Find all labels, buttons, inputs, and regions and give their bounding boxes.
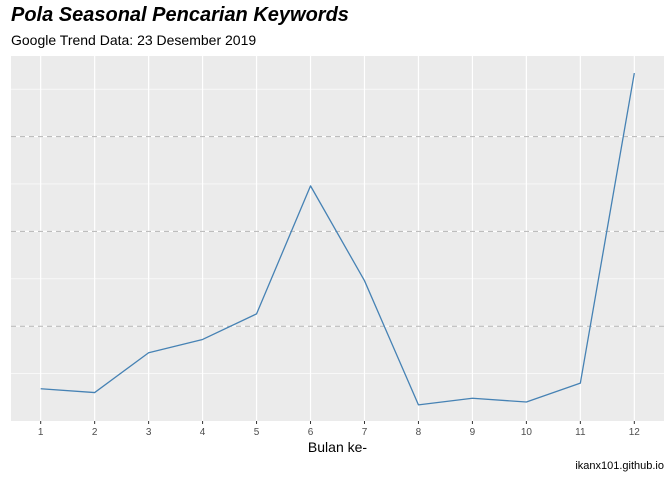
plot-panel bbox=[11, 56, 664, 421]
chart-title: Pola Seasonal Pencarian Keywords bbox=[11, 4, 349, 26]
x-tick-label: 4 bbox=[200, 427, 206, 438]
x-tick-label: 9 bbox=[470, 427, 476, 438]
x-tick-label: 7 bbox=[362, 427, 368, 438]
x-tick-label: 3 bbox=[146, 427, 152, 438]
series-line bbox=[40, 72, 635, 406]
series-layer bbox=[40, 72, 635, 406]
x-tick-label: 11 bbox=[575, 427, 586, 438]
source-caption: ikanx101.github.io bbox=[575, 460, 664, 472]
x-tick-label: 1 bbox=[38, 427, 44, 438]
x-tick-label: 12 bbox=[629, 427, 641, 438]
x-tick-label: 2 bbox=[92, 427, 98, 438]
x-tick-label: 10 bbox=[521, 427, 533, 438]
x-tick-label: 8 bbox=[416, 427, 422, 438]
reference-lines bbox=[11, 136, 664, 327]
x-axis: 1 2 3 4 5 6 7 8 9 10 11 12 bbox=[38, 421, 640, 438]
x-tick-label: 6 bbox=[308, 427, 314, 438]
x-axis-label: Bulan ke- bbox=[308, 439, 367, 455]
x-tick-label: 5 bbox=[254, 427, 260, 438]
chart-subtitle: Google Trend Data: 23 Desember 2019 bbox=[11, 32, 257, 48]
